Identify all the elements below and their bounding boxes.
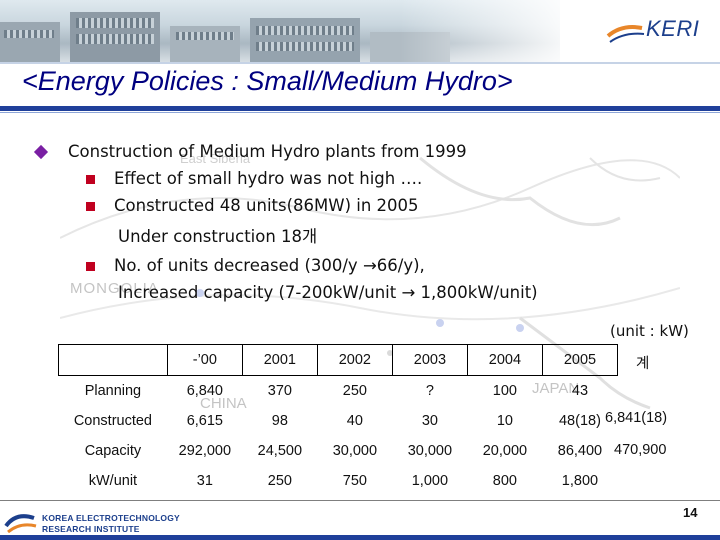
square-bullet-icon bbox=[86, 202, 95, 211]
table-row: kW/unit 31 250 750 1,000 800 1,800 bbox=[59, 466, 618, 496]
table-cell: 750 bbox=[342, 473, 367, 489]
table-cell: 30,000 bbox=[332, 443, 378, 459]
table-row: Constructed 6,615 98 40 30 10 48(18) bbox=[59, 406, 618, 436]
footer-org-line2: RESEARCH INSTITUTE bbox=[42, 524, 140, 534]
map-label-japan: JAPAN bbox=[532, 380, 579, 397]
footer-logo: KOREA ELECTROTECHNOLOGY RESEARCH INSTITU… bbox=[4, 508, 204, 538]
table-header-cell: 2001 bbox=[241, 344, 318, 376]
sub-bullet-3: No. of units decreased (300/y →66/y), bbox=[114, 256, 425, 275]
table-cell: 370 bbox=[267, 383, 292, 399]
page-number: 14 bbox=[683, 505, 698, 520]
total-cell: 6,841(18) bbox=[605, 410, 668, 426]
table-header-cell: 2004 bbox=[466, 344, 543, 376]
total-header: 계 bbox=[636, 356, 650, 372]
footer-org-line1: KOREA ELECTROTECHNOLOGY bbox=[42, 513, 180, 523]
table-cell: 20,000 bbox=[482, 443, 528, 459]
keri-emblem-icon bbox=[4, 514, 37, 534]
sub-bullet-2-continuation: Under construction 18개 bbox=[118, 227, 318, 246]
table-header-row: -’00 2001 2002 2003 2004 2005 bbox=[58, 344, 619, 376]
background-map: East Siberia MONGOLIA CHINA JAPAN bbox=[60, 151, 680, 412]
table-cell: 24,500 bbox=[257, 443, 303, 459]
table-header-cell: 2003 bbox=[391, 344, 468, 376]
keri-logo: KERI bbox=[606, 16, 706, 48]
table-cell: 98 bbox=[271, 413, 288, 429]
row-label: kW/unit bbox=[88, 473, 138, 489]
table-cell: 48(18) bbox=[558, 413, 601, 429]
table-cell: 6,840 bbox=[186, 383, 223, 399]
footer-rule bbox=[0, 500, 720, 501]
table-cell: 6,615 bbox=[186, 413, 223, 429]
row-label: Constructed bbox=[73, 413, 152, 429]
title-rule-thin bbox=[0, 112, 720, 113]
table-cell: 40 bbox=[346, 413, 363, 429]
table-row: Capacity 292,000 24,500 30,000 30,000 20… bbox=[59, 436, 618, 466]
page-title: <Energy Policies : Small/Medium Hydro> bbox=[22, 66, 513, 96]
table-cell: 30 bbox=[421, 413, 438, 429]
diamond-bullet-icon bbox=[33, 144, 49, 160]
title-rule bbox=[0, 106, 720, 111]
keri-logo-text: KERI bbox=[646, 16, 700, 41]
table-cell: 250 bbox=[267, 473, 292, 489]
sub-bullet-1: Effect of small hydro was not high …. bbox=[114, 169, 423, 188]
header-photo-fade bbox=[400, 0, 600, 62]
table-header-cell: 2002 bbox=[316, 344, 393, 376]
table-row: Planning 6,840 370 250 ? 100 43 bbox=[59, 376, 618, 407]
header-rule bbox=[0, 62, 720, 64]
hydro-data-table: -’00 2001 2002 2003 2004 2005 Planning 6… bbox=[58, 344, 619, 496]
row-label: Capacity bbox=[84, 443, 142, 459]
table-header-cell: 2005 bbox=[541, 344, 619, 376]
sub-bullet-2: Constructed 48 units(86MW) in 2005 bbox=[114, 196, 419, 215]
table-cell: 292,000 bbox=[178, 443, 232, 459]
map-label-mongolia: MONGOLIA bbox=[70, 280, 159, 297]
main-bullet: Construction of Medium Hydro plants from… bbox=[68, 142, 467, 161]
table-cell: 1,000 bbox=[411, 473, 449, 489]
table-cell: 1,800 bbox=[561, 473, 599, 489]
table-header-cell: -’00 bbox=[166, 344, 243, 376]
footer-bar bbox=[0, 535, 720, 540]
total-cell: 470,900 bbox=[614, 442, 667, 458]
table-cell: 30,000 bbox=[407, 443, 453, 459]
map-label-siberia: East Siberia bbox=[180, 151, 251, 166]
table-cell: 10 bbox=[496, 413, 513, 429]
table-header-cell bbox=[58, 344, 168, 376]
table-cell: 86,400 bbox=[557, 443, 603, 459]
table-cell: 250 bbox=[342, 383, 367, 399]
keri-swoosh-icon bbox=[606, 25, 645, 43]
table-cell: 800 bbox=[492, 473, 517, 489]
unit-note: (unit : kW) bbox=[610, 322, 689, 340]
table-cell: 100 bbox=[492, 383, 517, 399]
square-bullet-icon bbox=[86, 262, 95, 271]
sub-bullet-3-continuation: Increased capacity (7-200kW/unit → 1,800… bbox=[118, 283, 538, 302]
table-cell: ? bbox=[425, 383, 434, 399]
table-cell: 31 bbox=[196, 473, 213, 489]
map-label-china: CHINA bbox=[200, 395, 247, 412]
row-label: Planning bbox=[84, 383, 142, 399]
square-bullet-icon bbox=[86, 175, 95, 184]
table-cell: 43 bbox=[571, 383, 589, 399]
